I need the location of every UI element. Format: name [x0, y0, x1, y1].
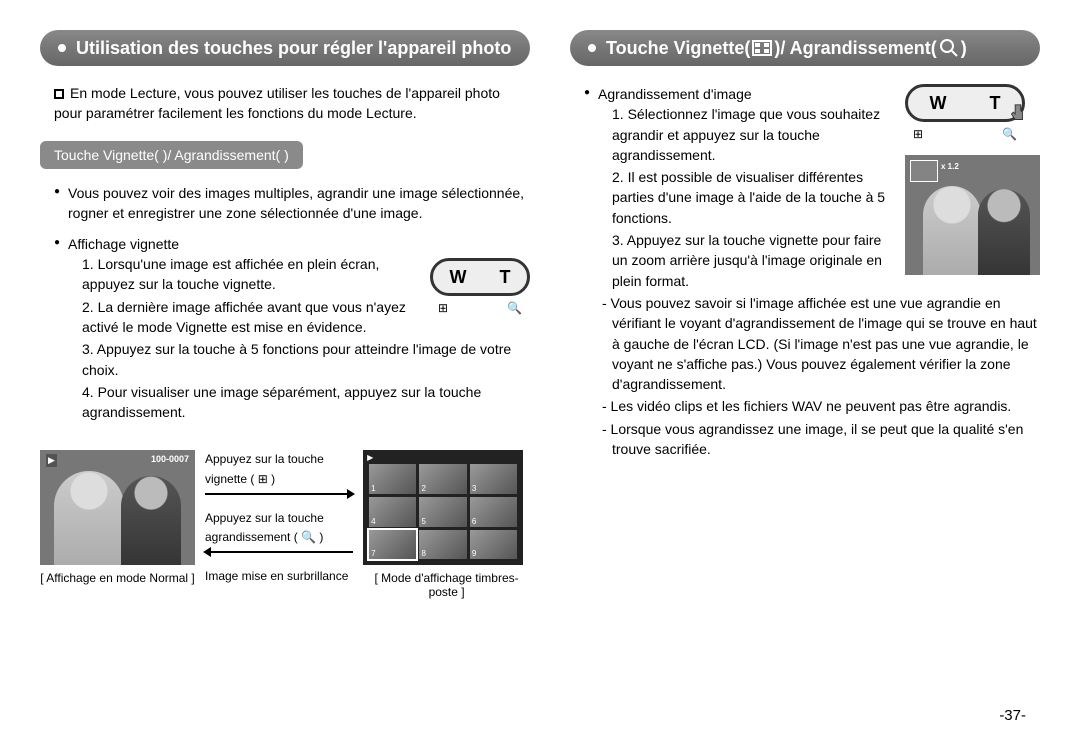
- left-heading-text: Utilisation des touches pour régler l'ap…: [76, 38, 511, 59]
- normal-display-block: ▶ 100-0007 [ Affichage en mode Normal ]: [40, 450, 195, 585]
- right-dash-2: - Les vidéo clips et les fichiers WAV ne…: [598, 396, 1040, 416]
- wt-icons-row: ⊞ 🔍: [430, 300, 530, 317]
- grid-cell-4: 4: [369, 497, 416, 527]
- right-heading-a: Touche Vignette(: [606, 38, 750, 59]
- wt-w-label: W: [450, 264, 467, 290]
- caption-normal: [ Affichage en mode Normal ]: [40, 571, 195, 585]
- thumbnail-grid-icon: ⊞: [438, 300, 448, 317]
- left-bullet-2: Affichage vignette W T ⊞ 🔍 1. Lorsqu'une…: [54, 234, 530, 423]
- heading-thumbnail-icon: [752, 40, 772, 56]
- grid-cell-9: 9: [470, 530, 517, 560]
- left-ol-4: 4. Pour visualiser une image séparément,…: [82, 382, 530, 423]
- magnify-icon: 🔍: [507, 300, 522, 317]
- left-bullet-2-title: Affichage vignette: [68, 234, 530, 254]
- thumbnail-grid-frame: ▶ 1 2 3 4 5 6 7 8 9: [363, 450, 523, 565]
- right-body: W T ⊞ 🔍 x 1.2: [584, 84, 1040, 469]
- arrow-right-icon: [205, 493, 353, 495]
- groom-figure: [121, 476, 181, 565]
- heading-magnify-icon: [939, 38, 959, 58]
- grid-cell-5: 5: [419, 497, 466, 527]
- grid-cell-1: 1: [369, 464, 416, 494]
- right-ol-3: 3. Appuyez sur la touche vignette pour f…: [612, 230, 1040, 291]
- label-enlarge: Appuyez sur la touche agrandissement ( 🔍…: [205, 509, 353, 547]
- wt-switch-group-left: W T ⊞ 🔍: [430, 258, 530, 317]
- left-subheading-pill: Touche Vignette( )/ Agrandissement( ): [40, 141, 303, 169]
- grid-cell-2: 2: [419, 464, 466, 494]
- left-heading-pill: Utilisation des touches pour régler l'ap…: [40, 30, 530, 66]
- left-body: Vous pouvez voir des images multiples, a…: [54, 183, 530, 432]
- arrow-labels-block: Appuyez sur la touche vignette ( ⊞ ) App…: [205, 450, 353, 586]
- right-ol-2: 2. Il est possible de visualiser différe…: [612, 167, 1040, 228]
- right-ordered-list: 1. Sélectionnez l'image que vous souhait…: [598, 104, 1040, 291]
- right-bullet: Agrandissement d'image 1. Sélectionnez l…: [584, 84, 1040, 459]
- left-ol-3: 3. Appuyez sur la touche à 5 fonctions p…: [82, 339, 530, 380]
- grid-cell-7-highlighted: 7: [369, 530, 416, 560]
- caption-thumbnail: [ Mode d'affichage timbres-poste ]: [363, 571, 530, 599]
- left-intro: En mode Lecture, vous pouvez utiliser le…: [54, 84, 526, 123]
- right-bullet-title: Agrandissement d'image: [598, 84, 1040, 104]
- arrow-left-icon: [205, 551, 353, 553]
- play-hud-icon: ▶: [46, 454, 57, 467]
- grid-play-hud-icon: ▶: [367, 453, 373, 462]
- label-highlighted: Image mise en surbrillance: [205, 567, 353, 586]
- label-vignette: Appuyez sur la touche vignette ( ⊞ ): [205, 450, 353, 488]
- right-heading-pill: Touche Vignette( )/ Agrandissement( ): [570, 30, 1040, 66]
- right-heading-c: ): [961, 38, 967, 59]
- normal-display-frame: ▶ 100-0007: [40, 450, 195, 565]
- left-subheading-text: Touche Vignette( )/ Agrandissement( ): [54, 147, 289, 163]
- right-dash-3: - Lorsque vous agrandissez une image, il…: [598, 419, 1040, 460]
- grid-cell-6: 6: [470, 497, 517, 527]
- grid-cell-3: 3: [470, 464, 517, 494]
- right-column: Touche Vignette( )/ Agrandissement( ) W …: [570, 30, 1040, 599]
- grid-cell-8: 8: [419, 530, 466, 560]
- manual-page: Utilisation des touches pour régler l'ap…: [40, 30, 1040, 599]
- left-bullet-1: Vous pouvez voir des images multiples, a…: [54, 183, 530, 224]
- right-ol-1: 1. Sélectionnez l'image que vous souhait…: [612, 104, 1040, 165]
- bride-figure: [54, 471, 124, 565]
- right-dash-1: - Vous pouvez savoir si l'image affichée…: [598, 293, 1040, 394]
- square-bullet-icon: [54, 89, 64, 99]
- thumbnail-illustration-row: ▶ 100-0007 [ Affichage en mode Normal ] …: [40, 450, 530, 599]
- wt-t-label: T: [500, 264, 511, 290]
- thumbnail-grid-block: ▶ 1 2 3 4 5 6 7 8 9 [ Mode d'affichage t…: [363, 450, 530, 599]
- right-heading-b: )/ Agrandissement(: [774, 38, 936, 59]
- page-number: -37-: [999, 707, 1026, 724]
- left-intro-text: En mode Lecture, vous pouvez utiliser le…: [54, 85, 500, 121]
- wt-zoom-switch: W T: [430, 258, 530, 296]
- left-column: Utilisation des touches pour régler l'ap…: [40, 30, 530, 599]
- file-number-hud: 100-0007: [151, 454, 189, 464]
